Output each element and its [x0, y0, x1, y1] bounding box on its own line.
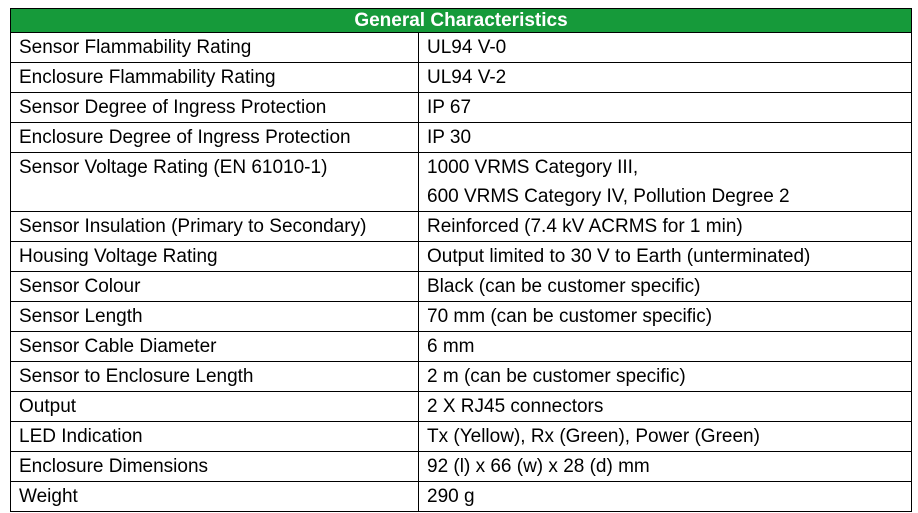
spec-value: IP 67 — [418, 92, 912, 123]
spec-value-line: Reinforced (7.4 kV ACRMS for 1 min) — [427, 216, 743, 237]
spec-value-line: UL94 V-0 — [427, 37, 507, 58]
spec-label: Enclosure Flammability Rating — [10, 62, 419, 93]
table-header-row: General Characteristics — [10, 8, 912, 33]
spec-value: 2 m (can be customer specific) — [418, 361, 912, 392]
spec-value-line: 600 VRMS Category IV, Pollution Degree 2 — [427, 186, 790, 207]
spec-value: 2 X RJ45 connectors — [418, 391, 912, 422]
spec-value: Black (can be customer specific) — [418, 271, 912, 302]
spec-label: Sensor Flammability Rating — [10, 32, 419, 63]
spec-value: UL94 V-0 — [418, 32, 912, 63]
spec-value: 92 (l) x 66 (w) x 28 (d) mm — [418, 451, 912, 482]
spec-label: Weight — [10, 481, 419, 512]
table-row: Sensor Insulation (Primary to Secondary)… — [10, 211, 912, 242]
spec-value-line: 290 g — [427, 486, 475, 507]
spec-value: Tx (Yellow), Rx (Green), Power (Green) — [418, 421, 912, 452]
spec-value: 1000 VRMS Category III, 600 VRMS Category… — [418, 152, 912, 212]
spec-value-line: 2 X RJ45 connectors — [427, 396, 604, 417]
spec-value: 290 g — [418, 481, 912, 512]
spec-value: IP 30 — [418, 122, 912, 153]
spec-value: Reinforced (7.4 kV ACRMS for 1 min) — [418, 211, 912, 242]
general-characteristics-table: General Characteristics Sensor Flammabil… — [10, 8, 912, 512]
spec-value-line: Tx (Yellow), Rx (Green), Power (Green) — [427, 426, 760, 447]
table-row: Sensor Flammability Rating UL94 V-0 — [10, 32, 912, 63]
spec-value: UL94 V-2 — [418, 62, 912, 93]
spec-label: Sensor to Enclosure Length — [10, 361, 419, 392]
spec-value-line: 2 m (can be customer specific) — [427, 366, 686, 387]
spec-label: Sensor Degree of Ingress Protection — [10, 92, 419, 123]
spec-value: 6 mm — [418, 331, 912, 362]
table-row: Sensor Voltage Rating (EN 61010-1) 1000 V… — [10, 152, 912, 212]
table-row: Enclosure Degree of Ingress Protection IP… — [10, 122, 912, 153]
spec-label: Sensor Insulation (Primary to Secondary) — [10, 211, 419, 242]
table-row: Sensor to Enclosure Length 2 m (can be cu… — [10, 361, 912, 392]
spec-label: Enclosure Dimensions — [10, 451, 419, 482]
spec-value-line: UL94 V-2 — [427, 67, 507, 88]
spec-label: Housing Voltage Rating — [10, 241, 419, 272]
table-row: Weight 290 g — [10, 481, 912, 512]
spec-value-line: Output limited to 30 V to Earth (untermi… — [427, 246, 811, 267]
table-row: LED Indication Tx (Yellow), Rx (Green), P… — [10, 421, 912, 452]
table-row: Sensor Cable Diameter 6 mm — [10, 331, 912, 362]
table-body: Sensor Flammability Rating UL94 V-0 Enclos… — [10, 32, 912, 512]
table-row: Housing Voltage Rating Output limited to … — [10, 241, 912, 272]
spec-label: Sensor Cable Diameter — [10, 331, 419, 362]
spec-value-line: Black (can be customer specific) — [427, 276, 701, 297]
spec-label: Output — [10, 391, 419, 422]
spec-value-line: 92 (l) x 66 (w) x 28 (d) mm — [427, 456, 650, 477]
spec-value-line: 70 mm (can be customer specific) — [427, 306, 713, 327]
spec-value-line: IP 67 — [427, 97, 472, 118]
spec-label: Sensor Colour — [10, 271, 419, 302]
table-title: General Characteristics — [10, 8, 912, 33]
spec-value: Output limited to 30 V to Earth (untermi… — [418, 241, 912, 272]
spec-label: Sensor Voltage Rating (EN 61010-1) — [10, 152, 419, 212]
table-row: Enclosure Dimensions 92 (l) x 66 (w) x 28… — [10, 451, 912, 482]
table-row: Output 2 X RJ45 connectors — [10, 391, 912, 422]
spec-value-line: 1000 VRMS Category III, — [427, 157, 639, 178]
spec-label: Sensor Length — [10, 301, 419, 332]
table-row: Sensor Colour Black (can be customer spec… — [10, 271, 912, 302]
spec-value: 70 mm (can be customer specific) — [418, 301, 912, 332]
spec-label: Enclosure Degree of Ingress Protection — [10, 122, 419, 153]
table-row: Enclosure Flammability Rating UL94 V-2 — [10, 62, 912, 93]
table-row: Sensor Length 70 mm (can be customer spec… — [10, 301, 912, 332]
table-row: Sensor Degree of Ingress Protection IP 67 — [10, 92, 912, 123]
spec-value-line: 6 mm — [427, 336, 475, 357]
spec-label: LED Indication — [10, 421, 419, 452]
spec-value-line: IP 30 — [427, 127, 472, 148]
